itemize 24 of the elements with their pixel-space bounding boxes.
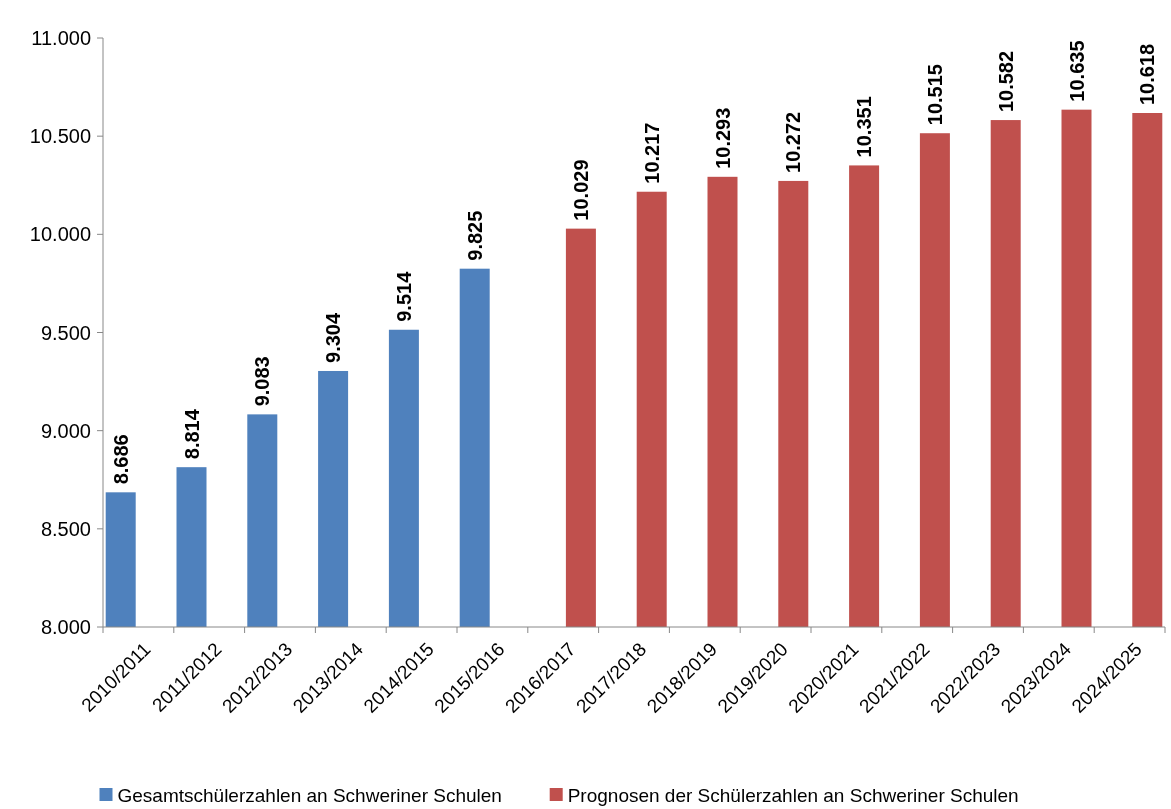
data-label: 10.272 bbox=[782, 111, 805, 173]
data-label: 10.029 bbox=[569, 159, 592, 221]
y-tick-label: 11.000 bbox=[31, 27, 91, 49]
data-label: 9.825 bbox=[463, 210, 486, 261]
data-label: 8.686 bbox=[109, 434, 132, 485]
data-label: 10.582 bbox=[994, 50, 1017, 113]
data-label: 10.635 bbox=[1065, 40, 1088, 102]
data-label: 9.083 bbox=[251, 356, 274, 407]
y-tick-label: 9.000 bbox=[40, 419, 91, 442]
data-label: 10.217 bbox=[640, 122, 663, 184]
data-label: 9.514 bbox=[392, 270, 415, 322]
legend-label: Gesamtschülerzahlen an Schweriner Schulen bbox=[117, 784, 502, 806]
y-tick-label: 8.000 bbox=[40, 616, 91, 638]
y-tick-label: 9.500 bbox=[40, 321, 91, 344]
y-tick-label: 10.000 bbox=[29, 223, 91, 246]
data-label: 10.293 bbox=[711, 107, 734, 169]
y-tick-label: 8.500 bbox=[40, 517, 91, 540]
data-label: 8.814 bbox=[180, 408, 203, 460]
data-label: 10.351 bbox=[853, 96, 876, 158]
data-label: 10.515 bbox=[923, 64, 946, 126]
y-tick-label: 10.500 bbox=[29, 125, 91, 148]
data-label: 9.304 bbox=[322, 312, 345, 363]
data-label: 10.618 bbox=[1136, 43, 1159, 105]
legend-label: Prognosen der Schülerzahlen an Schweriner Schulen bbox=[567, 784, 1019, 806]
